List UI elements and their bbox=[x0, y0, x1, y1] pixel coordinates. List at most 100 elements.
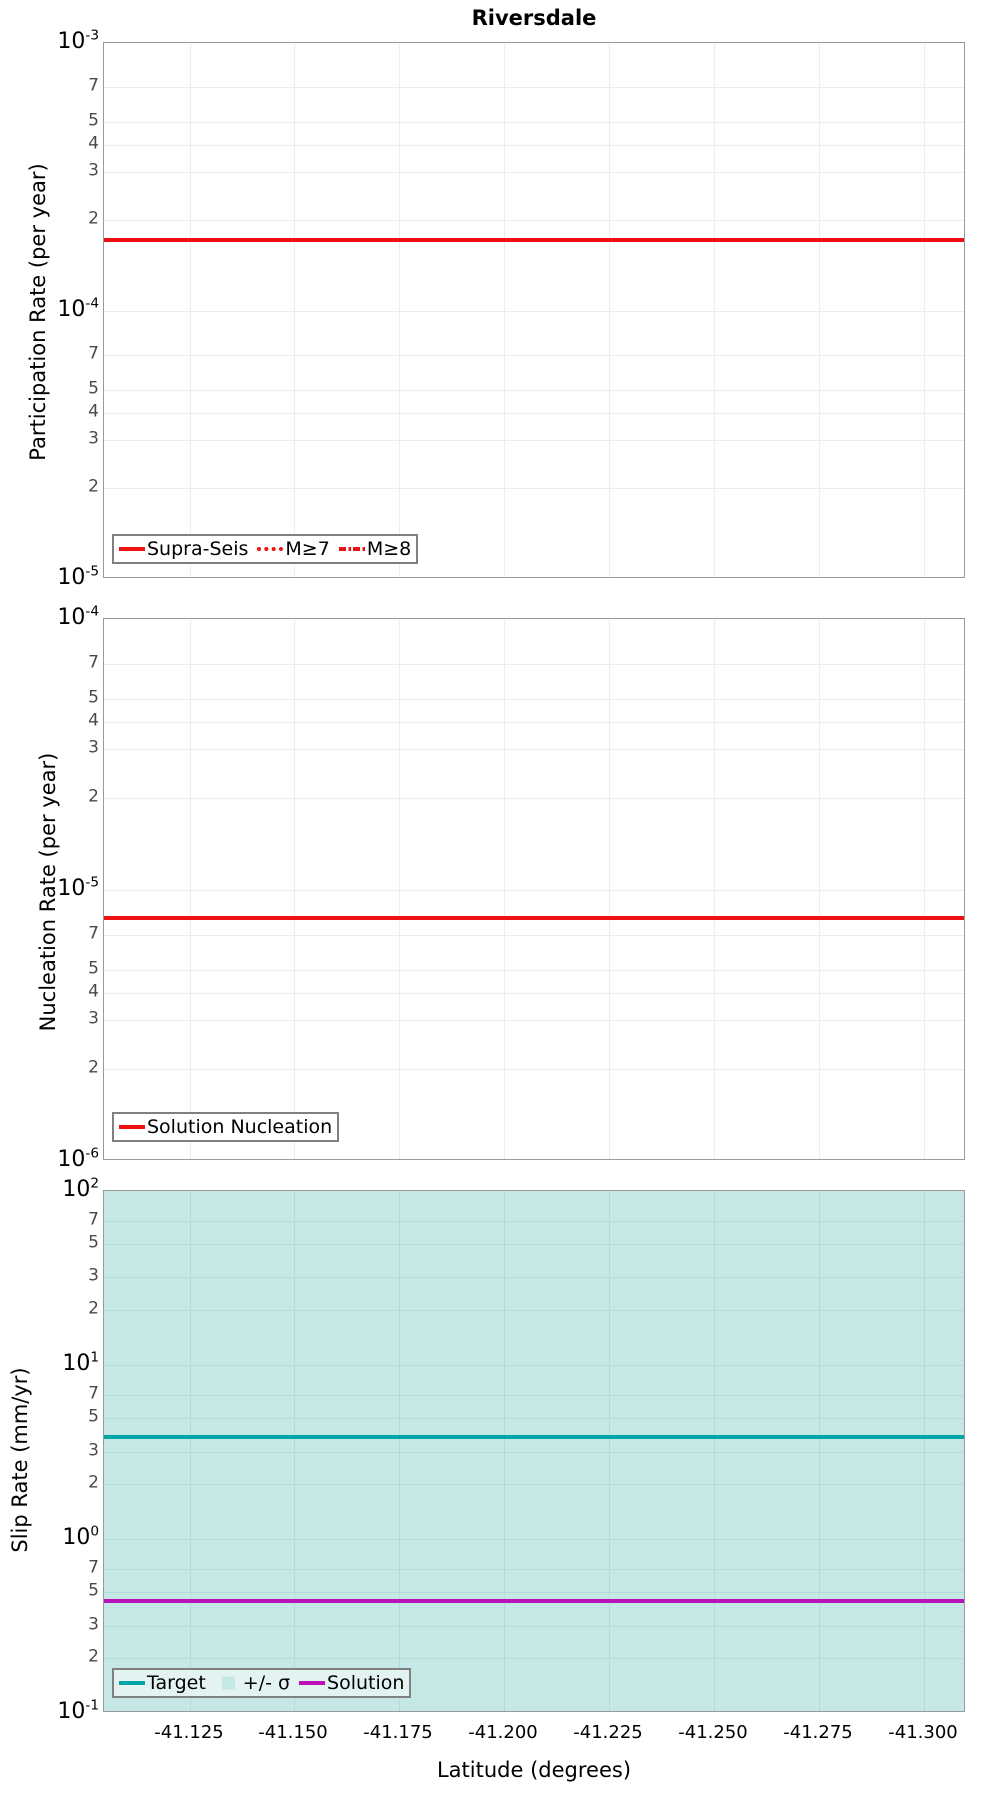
gridline-horizontal bbox=[104, 1418, 964, 1419]
legend-entry: Solution Nucleation bbox=[119, 1115, 333, 1138]
gridline-horizontal bbox=[104, 355, 964, 356]
y-axis-tick-label: 3 bbox=[88, 1265, 99, 1286]
legend-swatch-patch-icon bbox=[215, 1676, 241, 1690]
gridline-horizontal bbox=[104, 935, 964, 936]
gridline-horizontal bbox=[104, 220, 964, 221]
gridline-horizontal bbox=[104, 722, 964, 723]
y-axis-tick-label: 5 bbox=[88, 110, 99, 131]
y-axis-tick-label: 4 bbox=[88, 710, 99, 731]
y-axis-tick-label: 100 bbox=[62, 1523, 99, 1550]
gridline-vertical bbox=[714, 43, 715, 577]
gridline-horizontal bbox=[104, 1221, 964, 1222]
slip-rate-legend: Target +/- σ Solution bbox=[112, 1668, 412, 1698]
gridline-vertical bbox=[504, 43, 505, 577]
nucleation-rate-plot-area bbox=[103, 618, 965, 1160]
gridline-horizontal bbox=[104, 1277, 964, 1278]
y-axis-tick-label: 3 bbox=[88, 160, 99, 181]
y-axis-tick-label: 7 bbox=[88, 75, 99, 96]
gridline-vertical bbox=[399, 619, 400, 1159]
gridline-horizontal bbox=[104, 890, 964, 891]
y-axis-tick-label: 5 bbox=[88, 687, 99, 708]
y-axis-tick-label: 4 bbox=[88, 401, 99, 422]
gridline-horizontal bbox=[104, 311, 964, 312]
y-axis-tick-label: 2 bbox=[88, 1298, 99, 1319]
chart-title: Riversdale bbox=[471, 6, 597, 30]
legend-entry: M≥7 bbox=[257, 539, 330, 559]
nucleation-rate-legend: Solution Nucleation bbox=[112, 1112, 340, 1142]
y-axis-tick-label: 10-6 bbox=[57, 1145, 99, 1172]
x-axis-tick-label: -41.225 bbox=[573, 1722, 643, 1743]
legend-label: M≥8 bbox=[366, 537, 412, 560]
gridline-horizontal bbox=[104, 1452, 964, 1453]
gridline-vertical bbox=[819, 619, 820, 1159]
gridline-horizontal bbox=[104, 699, 964, 700]
y-axis-tick-label: 3 bbox=[88, 737, 99, 758]
gridline-horizontal bbox=[104, 440, 964, 441]
y-axis-tick-label: 5 bbox=[88, 1580, 99, 1601]
y-axis-tick-label: 5 bbox=[88, 958, 99, 979]
y-axis-tick-label: 2 bbox=[88, 1472, 99, 1493]
y-axis-tick-label: 7 bbox=[88, 923, 99, 944]
gridline-horizontal bbox=[104, 664, 964, 665]
y-axis-tick-label: 2 bbox=[88, 1646, 99, 1667]
gridline-vertical bbox=[924, 1191, 925, 1711]
legend-label: +/- σ bbox=[242, 1671, 291, 1694]
gridline-horizontal bbox=[104, 1310, 964, 1311]
gridline-horizontal bbox=[104, 798, 964, 799]
gridline-horizontal bbox=[104, 413, 964, 414]
gridline-vertical bbox=[190, 1191, 191, 1711]
x-axis-label: Latitude (degrees) bbox=[436, 1758, 632, 1782]
y-axis-tick-label: 10-4 bbox=[57, 603, 99, 630]
gridline-vertical bbox=[924, 43, 925, 577]
y-axis-tick-label: 3 bbox=[88, 1440, 99, 1461]
legend-swatch-solid-icon bbox=[119, 1120, 145, 1134]
gridline-vertical bbox=[504, 1191, 505, 1711]
gridline-horizontal bbox=[104, 970, 964, 971]
gridline-horizontal bbox=[104, 1484, 964, 1485]
x-axis-tick-label: -41.250 bbox=[678, 1722, 748, 1743]
legend-entry: +/- σ bbox=[215, 1671, 291, 1694]
gridline-horizontal bbox=[104, 145, 964, 146]
gridline-vertical bbox=[294, 619, 295, 1159]
x-axis-tick-label: -41.300 bbox=[888, 1722, 958, 1743]
gridline-vertical bbox=[190, 619, 191, 1159]
gridline-vertical bbox=[294, 1191, 295, 1711]
y-axis-tick-label: 2 bbox=[88, 208, 99, 229]
legend-entry: Supra-Seis bbox=[119, 539, 248, 559]
participation-rate-y-axis: 10-3 7 5 4 3 2 10-4 7 5 4 3 2 10-5 bbox=[0, 29, 99, 589]
gridline-vertical bbox=[609, 1191, 610, 1711]
gridline-horizontal bbox=[104, 1592, 964, 1593]
gridline-vertical bbox=[924, 619, 925, 1159]
y-axis-tick-label: 7 bbox=[88, 1209, 99, 1230]
gridline-vertical bbox=[190, 43, 191, 577]
legend-swatch-dotted-icon bbox=[257, 542, 284, 556]
y-axis-tick-label: 2 bbox=[88, 476, 99, 497]
gridline-horizontal bbox=[104, 390, 964, 391]
y-axis-tick-label: 3 bbox=[88, 1008, 99, 1029]
y-axis-tick-label: 10-5 bbox=[57, 563, 99, 590]
gridline-horizontal bbox=[104, 993, 964, 994]
gridline-horizontal bbox=[104, 488, 964, 489]
legend-label: Target bbox=[147, 1671, 206, 1694]
gridline-vertical bbox=[504, 619, 505, 1159]
x-axis-tick-label: -41.175 bbox=[363, 1722, 433, 1743]
slip-rate-y-axis: 102 7 5 3 2 101 7 5 3 2 100 7 5 3 2 10-1 bbox=[0, 1177, 99, 1723]
y-axis-tick-label: 7 bbox=[88, 652, 99, 673]
legend-swatch-solid-icon bbox=[299, 1676, 326, 1690]
gridline-horizontal bbox=[104, 1658, 964, 1659]
participation-rate-plot-area bbox=[103, 42, 965, 578]
gridline-vertical bbox=[399, 43, 400, 577]
legend-label: Solution bbox=[327, 1671, 405, 1694]
gridline-horizontal bbox=[104, 122, 964, 123]
y-axis-tick-label: 10-5 bbox=[57, 874, 99, 901]
slip-rate-y-axis-label: Slip Rate (mm/yr) bbox=[8, 1367, 32, 1553]
participation-rate-legend: Supra-Seis M≥7 M≥8 bbox=[112, 534, 419, 564]
gridline-vertical bbox=[819, 1191, 820, 1711]
gridline-horizontal bbox=[104, 87, 964, 88]
gridline-horizontal bbox=[104, 1020, 964, 1021]
legend-label: Solution Nucleation bbox=[147, 1115, 333, 1138]
y-axis-tick-label: 7 bbox=[88, 1383, 99, 1404]
y-axis-tick-label: 7 bbox=[88, 343, 99, 364]
y-axis-tick-label: 10-4 bbox=[57, 295, 99, 322]
